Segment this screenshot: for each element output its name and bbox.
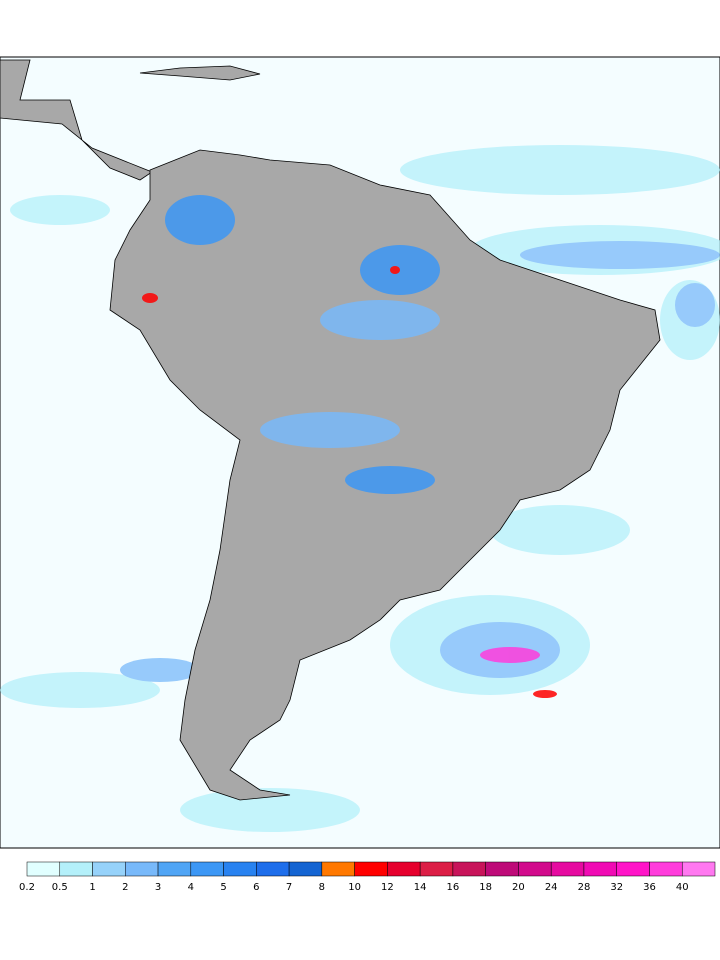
legend-swatch [550, 861, 585, 877]
legend-swatch [387, 861, 421, 877]
legend-swatch [485, 861, 519, 877]
legend-label: 18 [479, 882, 492, 893]
legend-swatch [681, 861, 716, 877]
legend-swatch [649, 861, 683, 877]
legend-swatch [288, 861, 323, 877]
map [0, 56, 720, 849]
legend-swatch [616, 861, 650, 877]
legend-swatch [59, 861, 93, 877]
legend-label: 40 [676, 882, 689, 893]
legend-label: 12 [381, 882, 394, 893]
legend-swatch [92, 861, 126, 877]
legend-swatch [256, 861, 290, 877]
legend-label: 36 [643, 882, 656, 893]
legend-swatch [452, 861, 486, 877]
legend-label: 6 [253, 882, 259, 893]
legend-label: 8 [319, 882, 325, 893]
legend-swatch [583, 861, 617, 877]
legend-swatch [354, 861, 388, 877]
legend-label: 32 [610, 882, 623, 893]
legend-label: 0.2 [19, 882, 35, 893]
central-america [0, 59, 153, 181]
legend-label: 28 [578, 882, 591, 893]
legend-label: 7 [286, 882, 292, 893]
legend-label: 3 [155, 882, 161, 893]
legend-label: 24 [545, 882, 558, 893]
precip-land [142, 195, 557, 698]
legend-label: 5 [220, 882, 226, 893]
legend-label: 4 [188, 882, 194, 893]
legend-swatch [518, 861, 552, 877]
legend-swatch [26, 861, 61, 877]
cuba [139, 65, 261, 81]
legend-swatch [321, 861, 355, 877]
legend-swatch [190, 861, 224, 877]
legend-label: 14 [414, 882, 427, 893]
legend-swatch [125, 861, 159, 877]
legend-label: 20 [512, 882, 525, 893]
legend-swatch [419, 861, 454, 877]
legend-label: 1 [89, 882, 95, 893]
legend-label: 10 [348, 882, 361, 893]
legend-label: 16 [447, 882, 460, 893]
legend-swatch [157, 861, 192, 877]
legend-label: 2 [122, 882, 128, 893]
legend: 0.2 0.5 1 2 3 4 5 6 7 8 10 12 14 16 18 20 24 28 32 36 40 [19, 861, 716, 893]
legend-label: 0.5 [52, 882, 68, 893]
legend-swatch [223, 861, 257, 877]
